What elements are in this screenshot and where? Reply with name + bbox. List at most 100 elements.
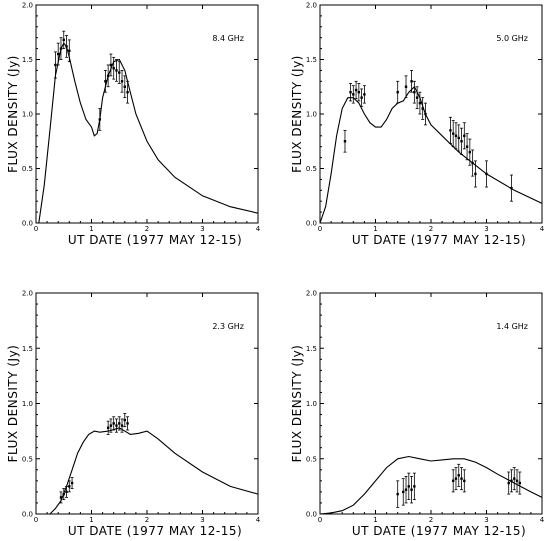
y-tick-label: 1.0 [22, 111, 33, 119]
data-point [349, 91, 352, 94]
data-point [465, 145, 469, 148]
panel-2: 0 1 2 3 4 0.0 0.5 1.0 1.5 2.0 UT DATE (1977 MAY 12… [290, 2, 545, 248]
x-tick-label: 0 [318, 225, 322, 233]
data-point [468, 150, 472, 154]
data-point [109, 63, 113, 67]
model-curve [38, 42, 259, 224]
data-point [518, 481, 521, 485]
data-point [118, 71, 121, 74]
y-tick-label: 0.5 [306, 165, 317, 173]
y-tick-label: 1.0 [306, 111, 317, 119]
y-axis-label: FLUX DENSITY (Jy) [6, 345, 20, 463]
y-axis-label: FLUX DENSITY (Jy) [6, 55, 20, 173]
x-axis-label: UT DATE (1977 MAY 12-15) [352, 233, 526, 247]
data-point [474, 172, 477, 176]
frequency-label: 8.4 GHz [212, 34, 244, 43]
x-tick-label: 3 [484, 516, 488, 524]
x-tick-label: 1 [89, 516, 93, 524]
data-point [352, 93, 355, 96]
data-point [62, 492, 65, 496]
data-point [357, 91, 361, 94]
y-tick-label: 1.0 [22, 400, 33, 408]
y-tick-label: 0.0 [22, 220, 33, 228]
data-point [343, 140, 347, 143]
x-axis-label: UT DATE (1977 MAY 12-15) [352, 524, 526, 538]
data-point [123, 85, 126, 88]
data-point [410, 488, 413, 491]
data-point [510, 479, 513, 483]
data-point [404, 488, 408, 491]
y-tick-label: 1.0 [306, 400, 317, 408]
y-tick-label: 1.5 [306, 345, 317, 353]
data-point [115, 424, 118, 427]
data-point [454, 477, 458, 480]
data-point [65, 490, 68, 494]
x-tick-label: 1 [373, 516, 377, 524]
data-point [463, 134, 466, 137]
y-tick-label: 0.5 [22, 455, 33, 463]
data-point [413, 91, 416, 94]
data-point [104, 80, 107, 83]
data-point [471, 161, 474, 165]
x-tick-label: 0 [318, 516, 322, 524]
data-point [418, 101, 422, 105]
data-point [363, 93, 366, 96]
data-point [112, 422, 115, 425]
data-point [115, 69, 118, 72]
data-point [106, 426, 110, 430]
data-point [57, 52, 60, 56]
y-tick-label: 1.5 [306, 56, 317, 64]
x-tick-label: 4 [540, 225, 545, 233]
y-tick-label: 2.0 [306, 2, 317, 10]
data-point [59, 47, 63, 50]
data-point [424, 112, 427, 116]
data-point [112, 67, 115, 70]
data-point [507, 481, 510, 485]
x-tick-label: 4 [256, 225, 261, 233]
data-point [126, 91, 129, 94]
data-point [106, 74, 110, 78]
data-point [70, 481, 74, 485]
data-point [65, 45, 68, 48]
y-axis-label: FLUX DENSITY (Jy) [290, 55, 304, 173]
panel-1: 0 1 2 3 4 0.0 0.5 1.0 1.5 2.0 UT DATE (1977 MAY 12… [6, 2, 261, 248]
data-point [407, 485, 410, 488]
x-tick-label: 2 [429, 516, 433, 524]
y-tick-label: 2.0 [306, 290, 317, 298]
data-point [396, 492, 399, 496]
y-tick-label: 0.5 [22, 165, 33, 173]
data-point [126, 422, 129, 425]
data-point [454, 134, 458, 137]
x-tick-label: 2 [145, 516, 149, 524]
data-point [120, 80, 124, 83]
data-point [460, 140, 463, 143]
x-axis-label: UT DATE (1977 MAY 12-15) [68, 524, 242, 538]
y-tick-label: 1.5 [22, 56, 33, 64]
x-tick-label: 2 [429, 225, 433, 233]
x-tick-label: 3 [484, 225, 488, 233]
data-point [354, 88, 358, 92]
frequency-label: 1.4 GHz [496, 322, 528, 331]
data-point [68, 485, 71, 488]
x-tick-label: 3 [200, 225, 204, 233]
data-point [513, 477, 516, 480]
data-point [120, 424, 124, 427]
x-tick-label: 3 [200, 516, 204, 524]
data-point [404, 85, 408, 88]
data-point [118, 422, 121, 425]
x-tick-label: 2 [145, 225, 149, 233]
y-tick-label: 0.0 [22, 511, 33, 519]
panel-3: 0 1 2 3 4 0.0 0.5 1.0 1.5 2.0 UT DATE (1977 MAY 12… [6, 290, 261, 539]
data-point [452, 479, 455, 483]
data-point [413, 485, 416, 488]
frequency-label: 5.0 GHz [496, 34, 528, 43]
data-point [360, 96, 363, 99]
data-point [410, 80, 413, 83]
data-point [457, 136, 460, 140]
data-point [98, 118, 102, 121]
data-point [62, 38, 65, 42]
data-point [54, 63, 57, 67]
y-tick-label: 0.5 [306, 455, 317, 463]
y-tick-label: 0.0 [306, 511, 317, 519]
y-tick-label: 1.5 [22, 345, 33, 353]
